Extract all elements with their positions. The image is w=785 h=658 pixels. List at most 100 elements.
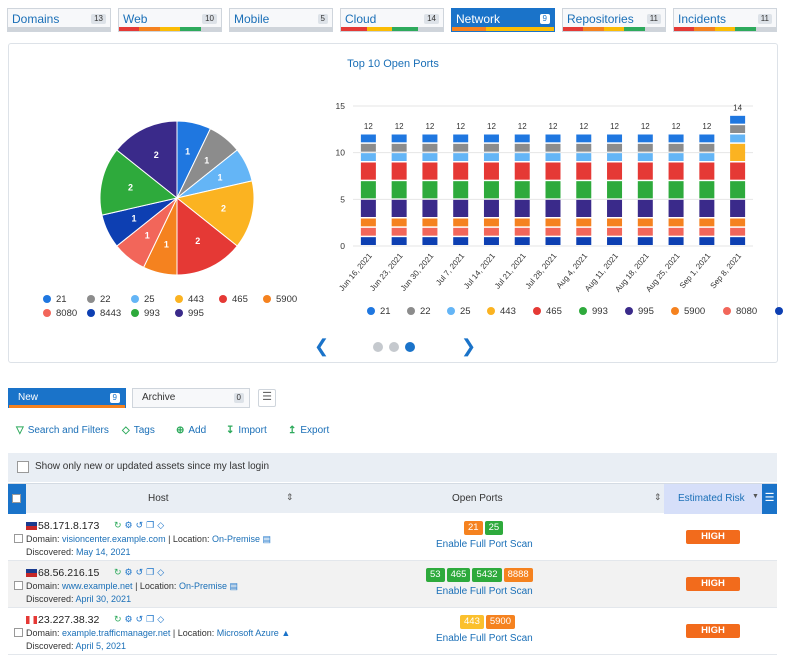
bar-segment-8080[interactable] [637, 227, 653, 236]
bar-segment-995[interactable] [391, 199, 407, 217]
bar-segment-993[interactable] [391, 181, 407, 199]
bar-segment-22[interactable] [637, 143, 653, 152]
bar-segment-5900[interactable] [668, 218, 684, 227]
port-badge-443[interactable]: 443 [460, 615, 484, 629]
host-ip-link[interactable]: 23.227.38.32 [38, 614, 100, 626]
bar-segment-25[interactable] [668, 153, 684, 161]
bar-segment-5900[interactable] [576, 218, 592, 227]
bar-segment-5900[interactable] [514, 218, 530, 227]
bar-segment-21[interactable] [545, 134, 561, 143]
bar-segment-22[interactable] [483, 143, 499, 152]
bar-segment-993[interactable] [607, 181, 623, 199]
bar-segment-5900[interactable] [483, 218, 499, 227]
bar-segment-995[interactable] [514, 199, 530, 217]
copy-icon[interactable]: ❐ [146, 567, 158, 577]
bar-segment-5900[interactable] [699, 218, 715, 227]
copy-icon[interactable]: ❐ [146, 520, 158, 530]
bar-segment-21[interactable] [699, 134, 715, 143]
bar-segment-995[interactable] [545, 199, 561, 217]
bar-segment-22[interactable] [576, 143, 592, 152]
risk-header-cell[interactable]: Estimated Risk ▼ [664, 484, 762, 514]
legend-item-25[interactable]: 25 [131, 294, 155, 305]
bar-segment-465[interactable] [607, 162, 623, 180]
bar-segment-21[interactable] [576, 134, 592, 143]
search-icon[interactable]: ⚙ [124, 614, 136, 624]
tab-incidents[interactable]: Incidents 11 [673, 8, 777, 32]
pager-dot-3[interactable] [405, 342, 415, 352]
bar-segment-21[interactable] [483, 134, 499, 143]
bar-segment-465[interactable] [453, 162, 469, 180]
legend-item-443[interactable]: 443 [487, 306, 516, 317]
history-icon[interactable]: ↺ [135, 520, 147, 530]
legend-item-995[interactable]: 995 [175, 308, 204, 319]
bar-segment-8443[interactable] [576, 237, 592, 245]
row-checkbox[interactable] [14, 581, 23, 590]
legend-item-465[interactable]: 465 [533, 306, 562, 317]
bar-segment-25[interactable] [637, 153, 653, 161]
bar-segment-21[interactable] [668, 134, 684, 143]
legend-item-993[interactable]: 993 [579, 306, 608, 317]
bar-segment-25[interactable] [360, 153, 376, 161]
bar-segment-8443[interactable] [422, 237, 438, 245]
chevron-right-icon[interactable]: ❯ [461, 336, 477, 356]
bar-segment-465[interactable] [483, 162, 499, 180]
bar-segment-8080[interactable] [453, 227, 469, 236]
bar-segment-465[interactable] [391, 162, 407, 180]
bar-segment-21[interactable] [730, 115, 746, 124]
column-menu-icon[interactable]: ☰ [762, 484, 777, 514]
tab-network[interactable]: Network 9 [451, 8, 555, 32]
bar-segment-5900[interactable] [545, 218, 561, 227]
new-assets-checkbox[interactable] [17, 461, 29, 473]
bar-segment-995[interactable] [422, 199, 438, 217]
bar-segment-465[interactable] [637, 162, 653, 180]
bar-segment-5900[interactable] [637, 218, 653, 227]
legend-item-22[interactable]: 22 [407, 306, 431, 317]
legend-item-8080[interactable]: 8080 [43, 308, 77, 319]
bar-segment-8443[interactable] [483, 237, 499, 245]
add-action[interactable]: ⊕ Add [176, 425, 206, 436]
bar-segment-993[interactable] [483, 181, 499, 199]
tab-web[interactable]: Web 10 [118, 8, 222, 32]
bar-segment-22[interactable] [607, 143, 623, 152]
bar-segment-465[interactable] [360, 162, 376, 180]
bar-segment-25[interactable] [422, 153, 438, 161]
bar-segment-25[interactable] [730, 134, 746, 143]
legend-item-8443[interactable]: 8443 [775, 306, 785, 317]
bar-segment-8443[interactable] [514, 237, 530, 245]
tab-cloud[interactable]: Cloud 14 [340, 8, 444, 32]
select-all-cell[interactable] [8, 484, 26, 514]
pager-dot-1[interactable] [373, 342, 383, 352]
bar-segment-25[interactable] [699, 153, 715, 161]
bar-segment-8443[interactable] [607, 237, 623, 245]
port-badge-465[interactable]: 465 [446, 568, 471, 582]
bar-segment-995[interactable] [453, 199, 469, 217]
bar-segment-8080[interactable] [730, 227, 746, 236]
bar-segment-8080[interactable] [576, 227, 592, 236]
bar-segment-22[interactable] [514, 143, 530, 152]
bar-segment-22[interactable] [453, 143, 469, 152]
bar-segment-8443[interactable] [699, 237, 715, 245]
enable-full-port-scan-link[interactable]: Enable Full Port Scan [436, 539, 533, 550]
pager-dot-2[interactable] [389, 342, 399, 352]
legend-item-5900[interactable]: 5900 [263, 294, 297, 305]
refresh-icon[interactable]: ↻ [114, 614, 125, 624]
bar-segment-465[interactable] [668, 162, 684, 180]
bar-segment-5900[interactable] [422, 218, 438, 227]
bar-segment-5900[interactable] [453, 218, 469, 227]
bar-segment-5900[interactable] [360, 218, 376, 227]
bar-segment-8080[interactable] [668, 227, 684, 236]
bar-segment-21[interactable] [514, 134, 530, 143]
bar-segment-8443[interactable] [360, 237, 376, 245]
bar-segment-465[interactable] [422, 162, 438, 180]
domain-link[interactable]: www.example.net [62, 581, 133, 591]
bar-segment-993[interactable] [668, 181, 684, 199]
row-checkbox[interactable] [14, 628, 23, 637]
bar-segment-25[interactable] [514, 153, 530, 161]
bar-segment-25[interactable] [453, 153, 469, 161]
port-badge-8888[interactable]: 8888 [503, 568, 533, 582]
refresh-icon[interactable]: ↻ [114, 520, 125, 530]
bar-segment-22[interactable] [699, 143, 715, 152]
search-icon[interactable]: ⚙ [124, 567, 136, 577]
ports-header[interactable]: Open Ports [452, 493, 503, 504]
select-all-checkbox[interactable] [12, 494, 21, 503]
